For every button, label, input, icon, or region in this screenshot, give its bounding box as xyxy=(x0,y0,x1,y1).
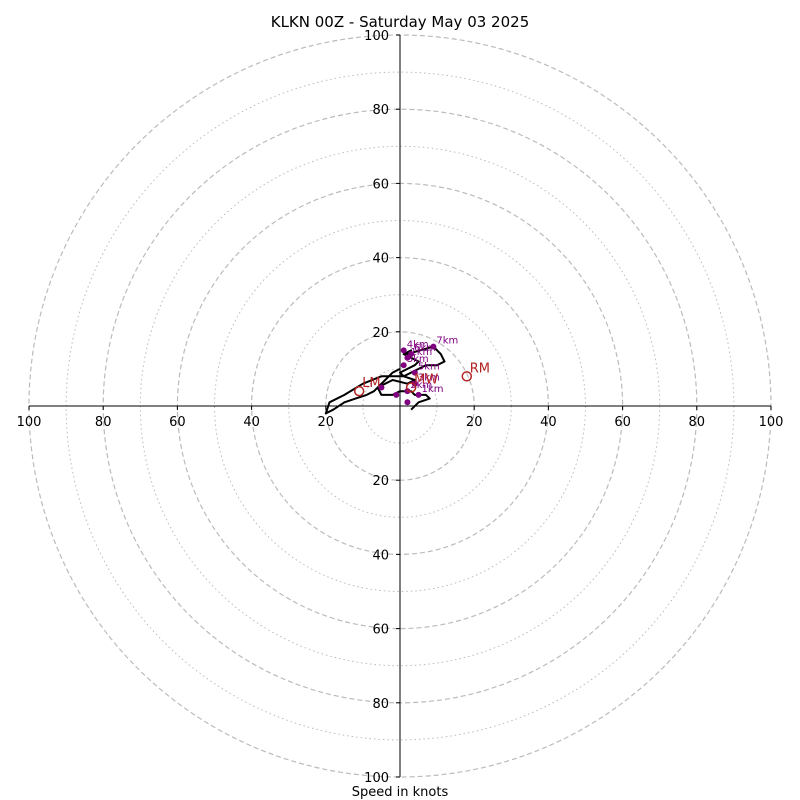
height-label: 4km xyxy=(407,339,429,350)
x-tick-label: 60 xyxy=(169,415,186,430)
x-tick-label: 60 xyxy=(614,415,631,430)
motion-marker xyxy=(353,385,365,397)
x-axis-label: Speed in knots xyxy=(352,785,449,800)
motion-marker xyxy=(405,382,417,393)
y-tick-label: 80 xyxy=(372,697,389,712)
height-marker xyxy=(400,347,407,354)
height-marker xyxy=(404,399,411,406)
height-label: 5km xyxy=(418,362,440,373)
height-marker xyxy=(408,351,415,358)
chart-title: KLKN 00Z - Saturday May 03 2025 xyxy=(271,13,530,31)
x-tick-label: 100 xyxy=(17,415,42,430)
tick-labels: 100 100 80 80 60 60 40 40 20 20 20 20 40 40 60 60 80 80 10… xyxy=(17,29,784,786)
y-tick-label: 20 xyxy=(372,326,389,341)
x-tick-label: 20 xyxy=(318,415,335,430)
y-tick-label: 80 xyxy=(372,103,389,118)
height-label: 6km xyxy=(414,343,436,354)
motion-label: LM xyxy=(362,376,380,391)
y-tick-label: 60 xyxy=(372,177,389,192)
height-marker xyxy=(415,391,422,398)
height-marker xyxy=(393,391,400,398)
height-marker xyxy=(378,384,385,391)
motion-label: RM xyxy=(470,361,490,376)
axes xyxy=(29,35,771,777)
height-marker xyxy=(404,354,411,361)
x-tick-label: 40 xyxy=(243,415,260,430)
height-label: 1km xyxy=(410,347,432,358)
x-tick-label: 20 xyxy=(466,415,483,430)
y-tick-label: 40 xyxy=(372,252,389,267)
y-tick-label: 40 xyxy=(372,548,389,563)
height-label: 7km xyxy=(436,336,458,347)
height-label: 3km xyxy=(407,354,429,365)
y-tick-label: 60 xyxy=(372,623,389,638)
height-label: 2km xyxy=(410,380,432,391)
y-tick-label: 100 xyxy=(364,29,389,44)
y-tick-label: 100 xyxy=(364,771,389,786)
y-tick-label: 20 xyxy=(372,474,389,489)
storm-motion-markers: RM LM MW xyxy=(353,361,490,397)
x-tick-label: 80 xyxy=(689,415,706,430)
motion-label: MW xyxy=(414,372,438,387)
hodograph-trace xyxy=(324,345,446,415)
x-tick-label: 40 xyxy=(540,415,557,430)
x-tick-label: 80 xyxy=(95,415,112,430)
motion-marker xyxy=(461,371,473,382)
height-label: 3km xyxy=(418,373,440,384)
trace-line xyxy=(324,345,446,415)
height-marker xyxy=(430,343,437,350)
x-tick-label: 100 xyxy=(759,415,784,430)
height-label: 1km xyxy=(422,384,444,395)
height-marker xyxy=(400,362,407,369)
height-marker xyxy=(411,369,418,376)
